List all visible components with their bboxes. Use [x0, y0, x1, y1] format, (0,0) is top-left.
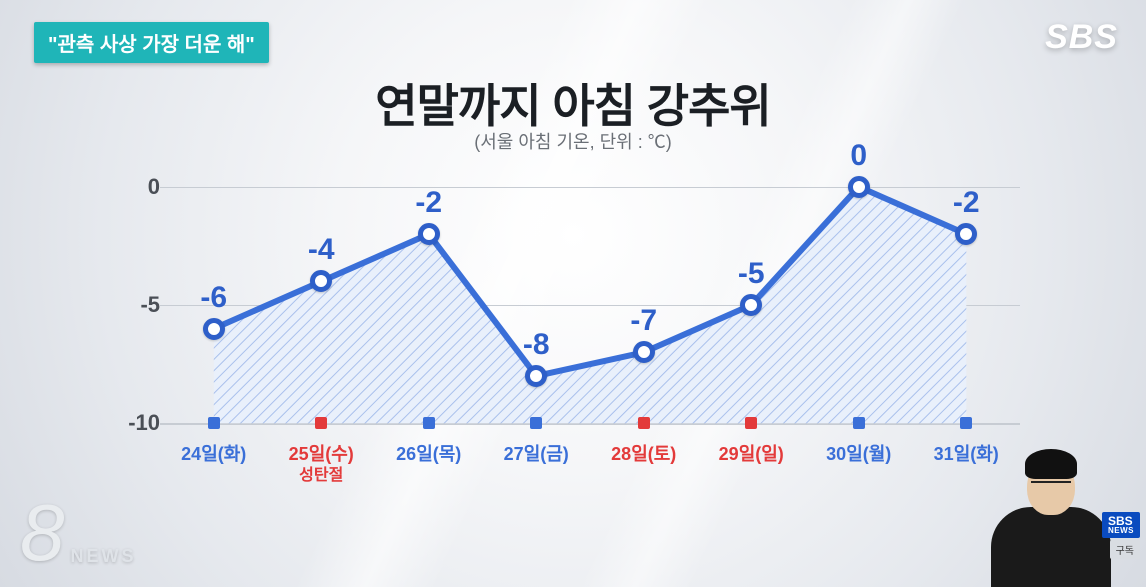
- x-tick: [853, 417, 865, 429]
- data-marker: [525, 365, 547, 387]
- x-label: 28일(토): [590, 443, 698, 487]
- y-tick-label: -5: [100, 292, 160, 318]
- data-marker: [633, 341, 655, 363]
- x-tick: [638, 417, 650, 429]
- data-marker: [740, 294, 762, 316]
- value-label: -8: [523, 328, 550, 362]
- x-label: 26일(목): [375, 443, 483, 487]
- channel-badges: SBSNEWS 구독: [1102, 512, 1140, 559]
- subscribe-badge[interactable]: 구독: [1110, 540, 1140, 559]
- x-tick: [208, 417, 220, 429]
- data-marker: [203, 318, 225, 340]
- news-word: NEWS: [71, 546, 137, 579]
- value-label: 0: [850, 139, 867, 173]
- chart-subtitle: (서울 아침 기온, 단위 : ℃): [0, 128, 1146, 154]
- x-labels: 24일(화) 25일(수)성탄절 26일(목) 27일(금) 28일(토) 29…: [160, 443, 1020, 487]
- sbs-logo: SBS: [1045, 18, 1118, 57]
- program-logo-8news: 8 NEWS: [20, 487, 137, 579]
- value-label: -6: [200, 281, 227, 315]
- sbs-news-badge: SBSNEWS: [1102, 512, 1140, 538]
- sign-language-presenter: [986, 447, 1116, 587]
- x-tick: [315, 417, 327, 429]
- plot-area: -6-4-2-8-7-50-2: [160, 175, 1020, 435]
- x-label: 30일(월): [805, 443, 913, 487]
- data-marker: [418, 223, 440, 245]
- headline-chip: "관측 사상 가장 더운 해": [34, 22, 269, 63]
- x-label: 27일(금): [483, 443, 591, 487]
- value-label: -5: [738, 257, 765, 291]
- area-fill: [214, 187, 967, 423]
- temperature-chart: 0 -5 -10 -6-4-2-8-7-50-2: [90, 175, 1040, 495]
- x-label: 29일(일): [698, 443, 806, 487]
- y-tick-label: -10: [100, 410, 160, 436]
- x-label: 25일(수)성탄절: [268, 443, 376, 487]
- data-marker: [848, 176, 870, 198]
- data-marker: [310, 270, 332, 292]
- x-tick: [960, 417, 972, 429]
- eight-glyph: 8: [20, 487, 65, 579]
- x-tick: [423, 417, 435, 429]
- value-label: -2: [415, 186, 442, 220]
- x-label: 24일(화): [160, 443, 268, 487]
- value-label: -7: [630, 304, 657, 338]
- x-tick: [530, 417, 542, 429]
- value-label: -4: [308, 233, 335, 267]
- x-tick: [745, 417, 757, 429]
- chart-title: 연말까지 아침 강추위: [0, 70, 1146, 136]
- data-marker: [955, 223, 977, 245]
- value-label: -2: [953, 186, 980, 220]
- y-tick-label: 0: [100, 174, 160, 200]
- broadcast-frame: "관측 사상 가장 더운 해" SBS 연말까지 아침 강추위 (서울 아침 기…: [0, 0, 1146, 587]
- line-svg: [160, 175, 1020, 435]
